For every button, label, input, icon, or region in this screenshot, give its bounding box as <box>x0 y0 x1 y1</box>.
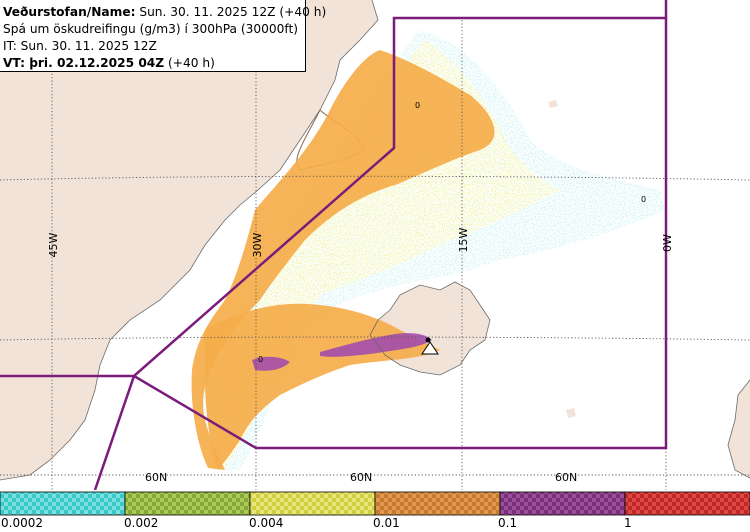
longitude-label-0w: 0W <box>661 234 674 252</box>
forecast-info-box: Veðurstofan/Name: Sun. 30. 11. 2025 12Z … <box>0 0 326 72</box>
info-line-valid-time: VT: þri. 02.12.2025 04Z (+40 h) <box>3 55 305 72</box>
faroe-islands <box>548 100 558 108</box>
longitude-label-30w: 30W <box>251 232 264 257</box>
legend-swatch-2 <box>249 491 376 516</box>
small-island <box>566 408 576 418</box>
map-canvas: 45W 30W 15W 0W 60N 60N 60N 0 0 0 <box>0 0 750 490</box>
latitude-label-60n-east: 60N <box>555 471 577 484</box>
volcano-marker <box>421 337 439 355</box>
ash-high-concentration-west <box>252 356 290 371</box>
zero-marker-north: 0 <box>415 101 420 110</box>
info-name-value: Sun. 30. 11. 2025 12Z (+40 h) <box>135 5 327 19</box>
longitude-label-15w: 15W <box>457 227 470 252</box>
legend-tick-4: 0.1 <box>498 516 518 530</box>
latitude-label-60n-center: 60N <box>350 471 372 484</box>
ash-mid-concentration <box>191 50 495 470</box>
info-name-label: Veðurstofan/Name: <box>3 5 136 19</box>
info-line-description: Spá um öskudreifingu (g/m3) í 300hPa (30… <box>3 22 298 36</box>
legend-tick-1: 0.002 <box>124 516 159 530</box>
concentration-legend <box>0 491 750 516</box>
legend-swatch-4 <box>499 491 626 516</box>
info-line-name: Veðurstofan/Name: Sun. 30. 11. 2025 12Z … <box>3 4 326 21</box>
zero-marker-west: 0 <box>258 355 263 364</box>
legend-tick-0: 0.0002 <box>1 516 43 530</box>
legend-swatch-5 <box>624 491 750 516</box>
legend-tick-5: 1 <box>624 516 632 530</box>
legend-tick-2: 0.004 <box>249 516 284 530</box>
longitude-label-45w: 45W <box>47 232 60 257</box>
legend-swatch-1 <box>124 491 251 516</box>
legend-tick-3: 0.01 <box>373 516 400 530</box>
legend-swatch-0 <box>0 491 126 516</box>
info-line-issue-time: IT: Sun. 30. 11. 2025 12Z <box>3 39 157 53</box>
info-valid-label: VT: þri. 02.12.2025 04Z <box>3 56 165 70</box>
scandinavia-landmass <box>728 380 750 478</box>
info-valid-value: (+40 h) <box>164 56 215 70</box>
legend-swatch-3 <box>374 491 501 516</box>
zero-marker-east: 0 <box>641 195 646 204</box>
fir-boundary <box>0 0 668 490</box>
ash-high-concentration <box>320 333 432 357</box>
coastlines <box>0 0 750 481</box>
latitude-label-60n-west: 60N <box>145 471 167 484</box>
greenland-landmass <box>0 0 378 480</box>
